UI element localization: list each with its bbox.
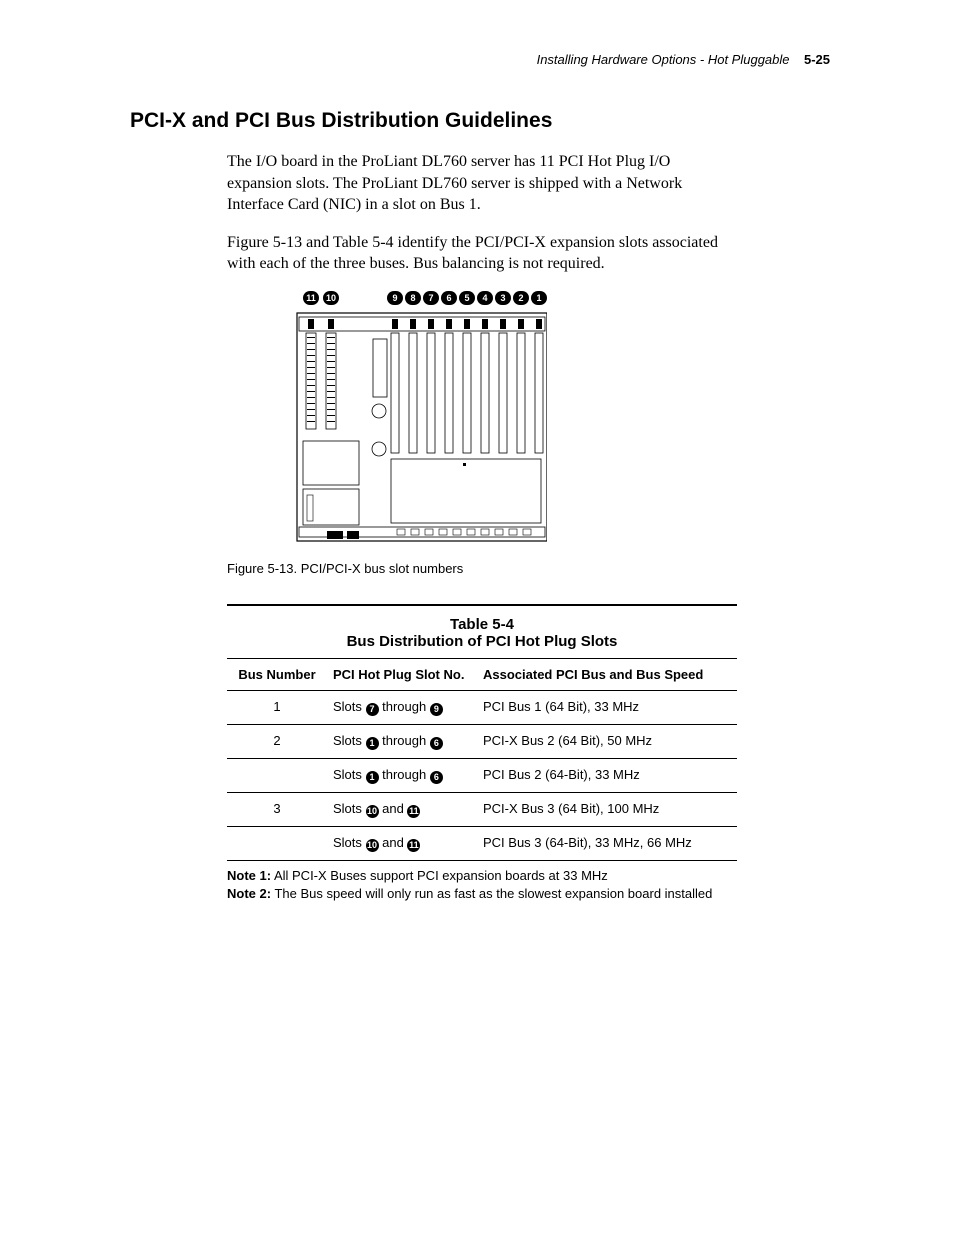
slot-badge-7: 7 (423, 291, 439, 305)
circled-number-icon: 1 (366, 771, 379, 784)
table-row: 3Slots 10 and 11PCI-X Bus 3 (64 Bit), 10… (227, 792, 737, 826)
table-row: Slots 1 through 6PCI Bus 2 (64-Bit), 33 … (227, 758, 737, 792)
slot-badge-4: 4 (477, 291, 493, 305)
circled-number-icon: 6 (430, 771, 443, 784)
slot-badge-1: 1 (531, 291, 547, 305)
table-notes: Note 1: All PCI-X Buses support PCI expa… (227, 867, 737, 902)
page: Installing Hardware Options - Hot Plugga… (130, 52, 830, 902)
note-label: Note 1: (227, 868, 271, 883)
slot-badge-8: 8 (405, 291, 421, 305)
slot-badge-6: 6 (441, 291, 457, 305)
table-title: Bus Distribution of PCI Hot Plug Slots (227, 633, 737, 650)
paragraph-2: Figure 5-13 and Table 5-4 identify the P… (227, 232, 737, 275)
slot-badge-2: 2 (513, 291, 529, 305)
table-row: Slots 10 and 11PCI Bus 3 (64-Bit), 33 MH… (227, 826, 737, 860)
table-note: Note 2: The Bus speed will only run as f… (227, 885, 737, 903)
circled-number-icon: 1 (366, 737, 379, 750)
cell-bus-speed: PCI Bus 2 (64-Bit), 33 MHz (477, 758, 737, 792)
figure-5-13: 11 10 987654321 (227, 291, 830, 576)
note-label: Note 2: (227, 886, 271, 901)
bus-distribution-table: Bus Number PCI Hot Plug Slot No. Associa… (227, 658, 737, 861)
col-bus-number: Bus Number (227, 658, 327, 690)
circled-number-icon: 10 (366, 839, 379, 852)
cell-bus-number (227, 826, 327, 860)
circled-number-icon: 7 (366, 703, 379, 716)
table-row: 2Slots 1 through 6PCI-X Bus 2 (64 Bit), … (227, 724, 737, 758)
cell-bus-number: 3 (227, 792, 327, 826)
page-number: 5-25 (804, 52, 830, 67)
col-slot-no: PCI Hot Plug Slot No. (327, 658, 477, 690)
slot-badge-5: 5 (459, 291, 475, 305)
header-title: Installing Hardware Options - Hot Plugga… (537, 52, 790, 67)
diagram: 11 10 987654321 (227, 291, 547, 551)
cell-bus-number: 2 (227, 724, 327, 758)
circled-number-icon: 6 (430, 737, 443, 750)
cell-slot-no: Slots 1 through 6 (327, 758, 477, 792)
circled-number-icon: 11 (407, 805, 420, 818)
slot-badges: 11 10 987654321 (227, 291, 547, 315)
slot-badge-9: 9 (387, 291, 403, 305)
table-top-rule (227, 604, 737, 606)
cell-bus-speed: PCI-X Bus 3 (64 Bit), 100 MHz (477, 792, 737, 826)
circled-number-icon: 11 (407, 839, 420, 852)
cell-slot-no: Slots 10 and 11 (327, 826, 477, 860)
table-row: 1Slots 7 through 9PCI Bus 1 (64 Bit), 33… (227, 690, 737, 724)
table-number: Table 5-4 (227, 616, 737, 633)
table-header-row: Bus Number PCI Hot Plug Slot No. Associa… (227, 658, 737, 690)
figure-caption: Figure 5-13. PCI/PCI-X bus slot numbers (227, 561, 830, 576)
body-text: The I/O board in the ProLiant DL760 serv… (227, 151, 737, 275)
slot-badge-10: 10 (323, 291, 339, 305)
running-header: Installing Hardware Options - Hot Plugga… (130, 52, 830, 67)
slot-badge-11: 11 (303, 291, 319, 305)
cell-bus-speed: PCI Bus 3 (64-Bit), 33 MHz, 66 MHz (477, 826, 737, 860)
cell-slot-no: Slots 10 and 11 (327, 792, 477, 826)
circled-number-icon: 10 (366, 805, 379, 818)
cell-slot-no: Slots 7 through 9 (327, 690, 477, 724)
server-chassis-svg (227, 291, 547, 551)
cell-bus-speed: PCI-X Bus 2 (64 Bit), 50 MHz (477, 724, 737, 758)
section-heading: PCI-X and PCI Bus Distribution Guideline… (130, 109, 830, 133)
cell-slot-no: Slots 1 through 6 (327, 724, 477, 758)
cell-bus-number (227, 758, 327, 792)
table-5-4: Table 5-4 Bus Distribution of PCI Hot Pl… (227, 604, 737, 902)
col-bus-speed: Associated PCI Bus and Bus Speed (477, 658, 737, 690)
paragraph-1: The I/O board in the ProLiant DL760 serv… (227, 151, 737, 216)
cell-bus-speed: PCI Bus 1 (64 Bit), 33 MHz (477, 690, 737, 724)
cell-bus-number: 1 (227, 690, 327, 724)
circled-number-icon: 9 (430, 703, 443, 716)
slot-badge-3: 3 (495, 291, 511, 305)
table-note: Note 1: All PCI-X Buses support PCI expa… (227, 867, 737, 885)
